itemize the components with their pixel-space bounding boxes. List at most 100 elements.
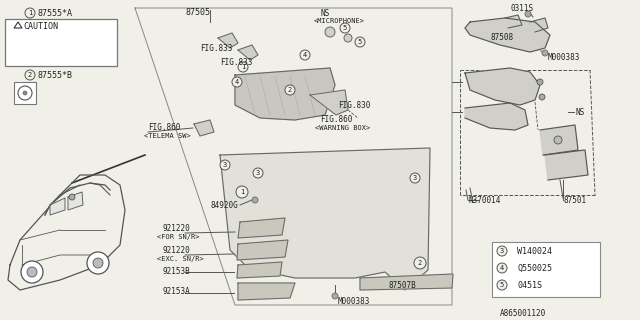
Circle shape	[21, 261, 43, 283]
Text: W140024: W140024	[517, 246, 552, 255]
Text: <TELEMA SW>: <TELEMA SW>	[144, 133, 191, 139]
Text: 1: 1	[240, 189, 244, 195]
Circle shape	[27, 267, 37, 277]
Text: 2: 2	[418, 260, 422, 266]
Bar	[5, 19, 117, 66]
Polygon shape	[505, 15, 522, 28]
Text: CAUTION: CAUTION	[23, 21, 58, 30]
Circle shape	[25, 70, 35, 80]
Text: 87507B: 87507B	[388, 281, 416, 290]
Text: 87555*B: 87555*B	[37, 70, 72, 79]
Polygon shape	[545, 150, 588, 180]
Text: 4: 4	[303, 52, 307, 58]
Text: 4: 4	[500, 265, 504, 271]
Text: 87501: 87501	[563, 196, 586, 204]
Text: 84920G: 84920G	[210, 201, 237, 210]
Text: 87555*A: 87555*A	[37, 9, 72, 18]
Polygon shape	[465, 18, 550, 52]
Text: NS: NS	[575, 108, 584, 116]
Text: 1: 1	[241, 64, 245, 70]
Text: 921220: 921220	[162, 223, 189, 233]
Circle shape	[25, 8, 35, 18]
Polygon shape	[238, 218, 285, 238]
Polygon shape	[220, 148, 430, 290]
Circle shape	[344, 34, 352, 42]
Text: 1: 1	[28, 10, 32, 16]
Text: Q550025: Q550025	[517, 263, 552, 273]
Text: 3: 3	[413, 175, 417, 181]
Circle shape	[69, 194, 75, 200]
Polygon shape	[530, 18, 548, 32]
Polygon shape	[68, 192, 83, 210]
Circle shape	[325, 27, 335, 37]
Text: 5: 5	[343, 25, 347, 31]
Circle shape	[332, 293, 338, 299]
Text: 3: 3	[223, 162, 227, 168]
Circle shape	[220, 160, 230, 170]
Circle shape	[23, 91, 27, 95]
Circle shape	[93, 258, 103, 268]
Circle shape	[497, 263, 507, 273]
Circle shape	[497, 246, 507, 256]
Text: FIG.833: FIG.833	[200, 44, 232, 52]
Text: <FOR SN/R>: <FOR SN/R>	[157, 234, 200, 240]
Text: FIG.833: FIG.833	[220, 58, 252, 67]
Text: <EXC. SN/R>: <EXC. SN/R>	[157, 256, 204, 262]
Text: 92153A: 92153A	[162, 286, 189, 295]
Circle shape	[236, 186, 248, 198]
Bar	[14, 82, 36, 104]
Text: A865001120: A865001120	[500, 309, 547, 318]
Circle shape	[542, 50, 548, 56]
Text: M000383: M000383	[338, 298, 371, 307]
Text: N370014: N370014	[468, 196, 500, 204]
Text: NS: NS	[320, 9, 329, 18]
Polygon shape	[218, 33, 238, 48]
Text: 3: 3	[256, 170, 260, 176]
Circle shape	[355, 37, 365, 47]
Text: 4: 4	[235, 79, 239, 85]
Circle shape	[539, 94, 545, 100]
Text: 87505: 87505	[185, 8, 210, 17]
Circle shape	[253, 168, 263, 178]
Polygon shape	[194, 120, 214, 136]
Polygon shape	[235, 68, 335, 120]
Text: 0311S: 0311S	[510, 4, 533, 12]
Bar	[492, 242, 600, 297]
Text: FIG.860: FIG.860	[320, 115, 353, 124]
Circle shape	[497, 280, 507, 290]
Circle shape	[252, 197, 258, 203]
Polygon shape	[465, 103, 528, 130]
Text: 92153B: 92153B	[162, 268, 189, 276]
Text: FIG.860: FIG.860	[148, 123, 180, 132]
Polygon shape	[238, 45, 258, 60]
Circle shape	[300, 50, 310, 60]
Text: 5: 5	[358, 39, 362, 45]
Polygon shape	[50, 198, 65, 215]
Circle shape	[525, 11, 531, 17]
Circle shape	[537, 79, 543, 85]
Polygon shape	[237, 240, 288, 260]
Polygon shape	[310, 90, 348, 115]
Text: 87508: 87508	[490, 33, 513, 42]
Polygon shape	[238, 283, 295, 300]
Polygon shape	[360, 274, 453, 290]
Text: <WARNING BOX>: <WARNING BOX>	[315, 125, 371, 131]
Circle shape	[87, 252, 109, 274]
Circle shape	[238, 62, 248, 72]
Text: FIG.830: FIG.830	[338, 100, 371, 109]
Text: 2: 2	[288, 87, 292, 93]
Text: <MICROPHONE>: <MICROPHONE>	[314, 18, 365, 24]
Circle shape	[414, 257, 426, 269]
Circle shape	[285, 85, 295, 95]
Text: 3: 3	[500, 248, 504, 254]
Circle shape	[554, 136, 562, 144]
Text: 5: 5	[500, 282, 504, 288]
Circle shape	[340, 23, 350, 33]
Circle shape	[232, 77, 242, 87]
Polygon shape	[237, 262, 282, 278]
Text: M000383: M000383	[548, 52, 580, 61]
Polygon shape	[540, 125, 578, 155]
Circle shape	[410, 173, 420, 183]
Text: 2: 2	[28, 72, 32, 78]
Text: 921220: 921220	[162, 245, 189, 254]
